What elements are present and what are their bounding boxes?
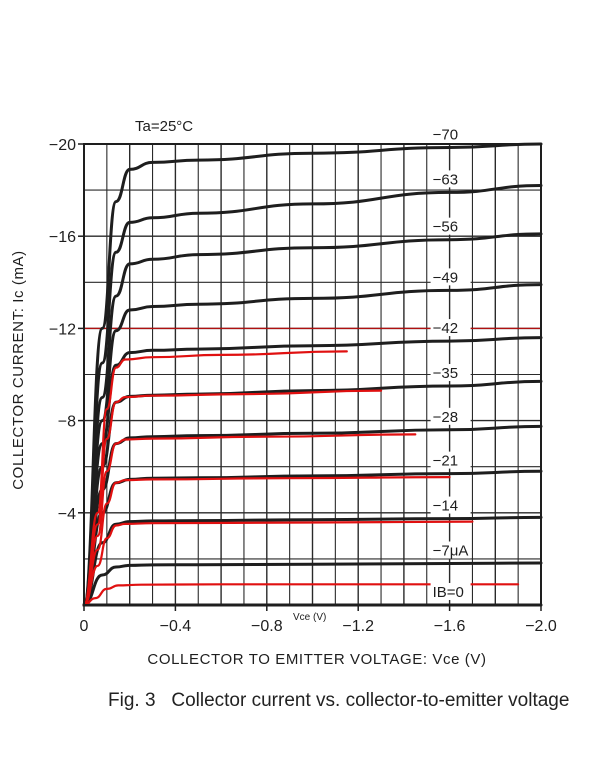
series-label: −35: [433, 365, 458, 382]
x-tick-label: −1.6: [434, 618, 466, 635]
overlay-curve: [82, 520, 474, 607]
series-label: −21: [433, 453, 458, 470]
plot-frame: [83, 143, 542, 606]
y-axis-label: COLLECTOR CURRENT: Ic (mA): [10, 250, 27, 490]
overlay-x-label: Vce (V): [293, 612, 326, 623]
grid: [84, 144, 541, 605]
series-label: −49: [433, 269, 458, 286]
series-label: −63: [433, 171, 458, 188]
characteristic-curve: [82, 142, 543, 607]
series-label-background: [430, 268, 471, 286]
figure-caption: Fig. 3 Collector current vs. collector-t…: [108, 688, 578, 713]
characteristic-curve: [82, 561, 543, 607]
overlay-curve: [82, 389, 383, 607]
x-tick-label: 0: [80, 618, 89, 635]
series-label: −28: [433, 409, 458, 426]
series-label-background: [430, 217, 471, 235]
plot-border: [83, 143, 542, 606]
y-tick-label: −8: [58, 414, 76, 431]
series-label: −70: [433, 126, 458, 143]
series-labels: −70 −63 −56 −49 −42 −35 −28 −21 −14 −7μA IB=0: [430, 125, 471, 601]
x-tick-label: −0.8: [251, 618, 283, 635]
series-label: −14: [433, 498, 458, 515]
series-label-background: [430, 583, 471, 600]
series-curves: [82, 142, 543, 607]
overlay-curve: [82, 350, 348, 607]
series-label: −56: [433, 219, 458, 236]
series-label: −42: [433, 320, 458, 337]
y-tick-label: −16: [49, 229, 76, 246]
series-label-background: [430, 170, 471, 188]
series-label-background: [430, 407, 471, 425]
x-axis-label: COLLECTOR TO EMITTER VOLTAGE: Vce (V): [147, 651, 486, 668]
overlay-curve: [82, 476, 451, 607]
series-label: IB=0: [433, 584, 464, 601]
y-tick-label: −4: [58, 506, 76, 523]
x-tick-label: −2.0: [525, 618, 557, 635]
series-label-background: [430, 319, 471, 337]
caption-text: Fig. 3 Collector current vs. collector-t…: [108, 690, 570, 711]
x-tick-label: −0.4: [160, 618, 192, 635]
x-tick-label: −1.2: [342, 618, 374, 635]
series-label-background: [430, 451, 471, 469]
characteristic-curve: [82, 184, 543, 607]
series-label-background: [430, 125, 471, 143]
y-tick-label: −20: [49, 137, 76, 154]
y-tick-label: −12: [49, 321, 76, 338]
series-label-background: [430, 496, 471, 514]
characteristic-curve: [82, 283, 543, 607]
tick-labels: 0 −0.4 −0.8 −1.2 −1.6 −2.0 −20 −16 −12 −8 −4: [49, 137, 557, 635]
series-label: −7μA: [433, 543, 469, 560]
characteristic-curve: [82, 232, 543, 607]
overlay-curve: [82, 433, 417, 607]
series-label-background: [430, 541, 471, 559]
series-label-background: [430, 364, 471, 382]
temperature-annotation: Ta=25°C: [135, 118, 193, 135]
overlay-curve: [82, 583, 520, 607]
